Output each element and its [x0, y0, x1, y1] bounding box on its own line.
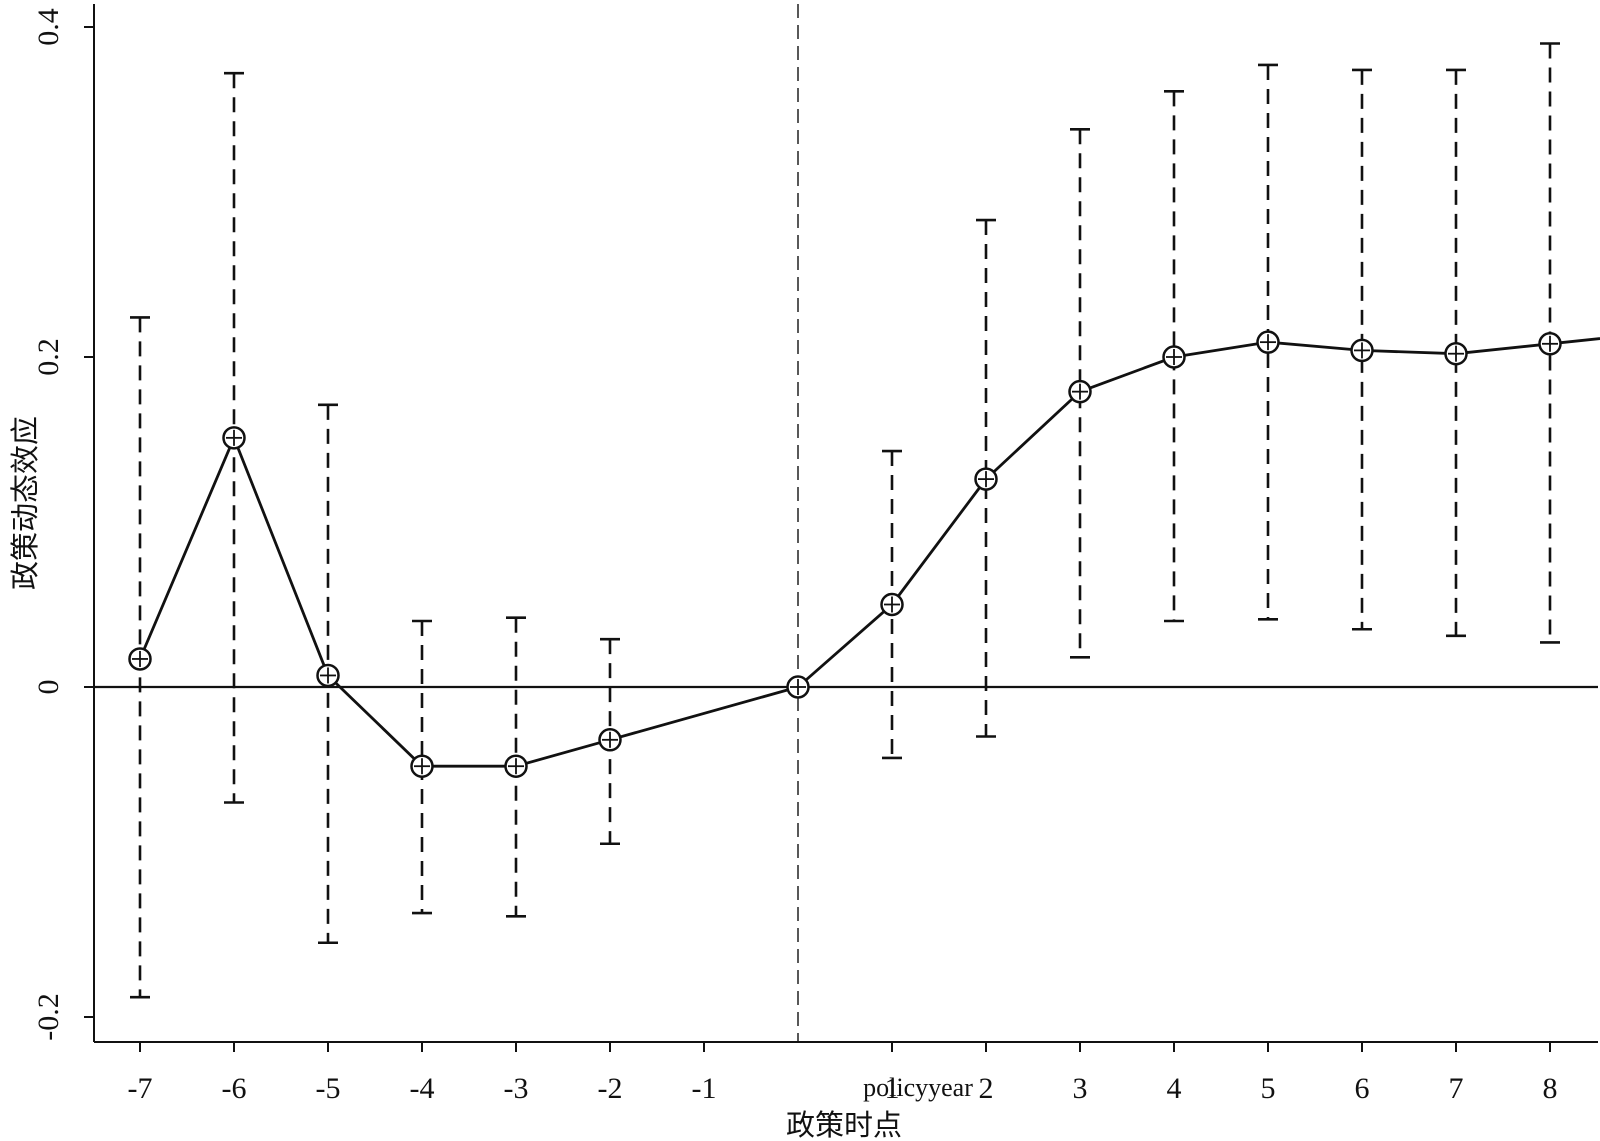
x-tick-label: -7: [128, 1072, 153, 1105]
x-tick-label: 3: [1073, 1072, 1088, 1105]
x-tick-label: 1: [885, 1072, 900, 1105]
y-tick-label: 0.4: [32, 8, 65, 46]
y-tick-label: 0.2: [32, 338, 65, 376]
y-tick-label: -0.2: [32, 993, 65, 1041]
x-tick-label: 6: [1355, 1072, 1370, 1105]
x-tick-label: 2: [979, 1072, 994, 1105]
policy-year-label: policyyear: [863, 1073, 973, 1102]
x-tick-label: 5: [1261, 1072, 1276, 1105]
x-tick-label: -1: [692, 1072, 717, 1105]
x-tick-label: -6: [222, 1072, 247, 1105]
x-tick-label: -5: [316, 1072, 341, 1105]
y-tick-label: 0: [32, 680, 65, 695]
x-tick-label: 7: [1449, 1072, 1464, 1105]
x-tick-label: -2: [598, 1072, 623, 1105]
y-axis-label: 政策动态效应: [8, 416, 42, 590]
x-axis-label: 政策时点: [786, 1108, 902, 1141]
x-tick-label: 8: [1543, 1072, 1558, 1105]
x-tick-label: 4: [1167, 1072, 1182, 1105]
effect-line: [138, 337, 1600, 768]
x-tick-label: -3: [504, 1072, 529, 1105]
x-tick-label: -4: [410, 1072, 435, 1105]
